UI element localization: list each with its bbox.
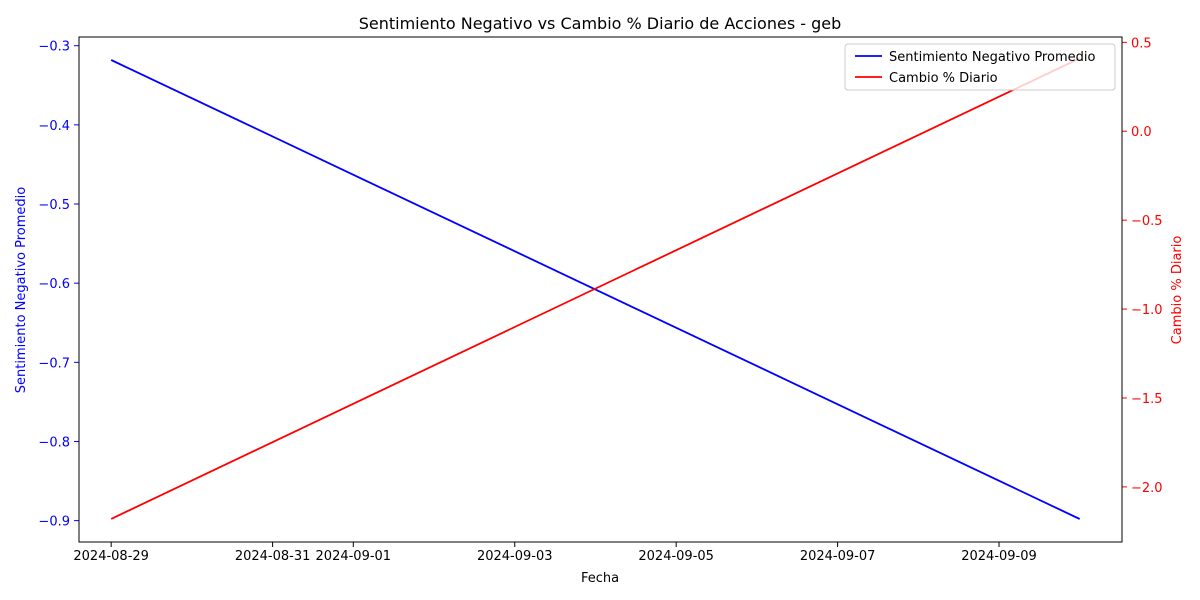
y-left-tick-label: −0.7 [38,356,70,371]
y-right-tick-label: −1.0 [1131,303,1163,318]
y-right-tick-label: −1.5 [1131,392,1163,407]
y-left-tick-label: −0.5 [38,198,70,213]
x-tick-label: 2024-09-09 [961,549,1037,564]
series-line-daily-change [110,57,1081,520]
legend-label-sentiment: Sentimiento Negativo Promedio [889,50,1095,65]
x-tick-label: 2024-09-07 [800,549,876,564]
legend-box [844,43,1116,91]
plot-area: 2024-08-29 2024-08-31 2024-09-01 2024-09-03… [38,36,1162,564]
x-tick-label: 2024-09-05 [638,549,714,564]
plot-frame [78,36,1123,543]
y-right-tick-label: 0.5 [1131,36,1152,51]
x-tick-label: 2024-09-03 [477,549,553,564]
y-right-axis-label: Cambio % Diario [1170,236,1185,345]
y-left-axis-label: Sentimiento Negativo Promedio [14,187,29,393]
y-left-tick-label: −0.6 [38,277,70,292]
y-right-tick-label: −2.0 [1131,481,1163,496]
y-right-tick-label: −0.5 [1131,214,1163,229]
x-axis-label: Fecha [581,571,619,586]
y-left-tick-label: −0.8 [38,435,70,450]
legend: Sentimiento Negativo Promedio Cambio % D… [844,43,1116,91]
y-left-tick-label: −0.3 [38,40,70,55]
y-left-tick-label: −0.9 [38,515,70,530]
x-tick-label: 2024-09-01 [316,549,392,564]
chart-title: Sentimiento Negativo vs Cambio % Diario … [359,14,842,33]
y-left-tick-label: −0.4 [38,119,70,134]
y-right-tick-label: 0.0 [1131,125,1152,140]
legend-label-change: Cambio % Diario [889,71,998,86]
x-tick-label: 2024-08-31 [235,549,311,564]
x-tick-label: 2024-08-29 [73,549,149,564]
